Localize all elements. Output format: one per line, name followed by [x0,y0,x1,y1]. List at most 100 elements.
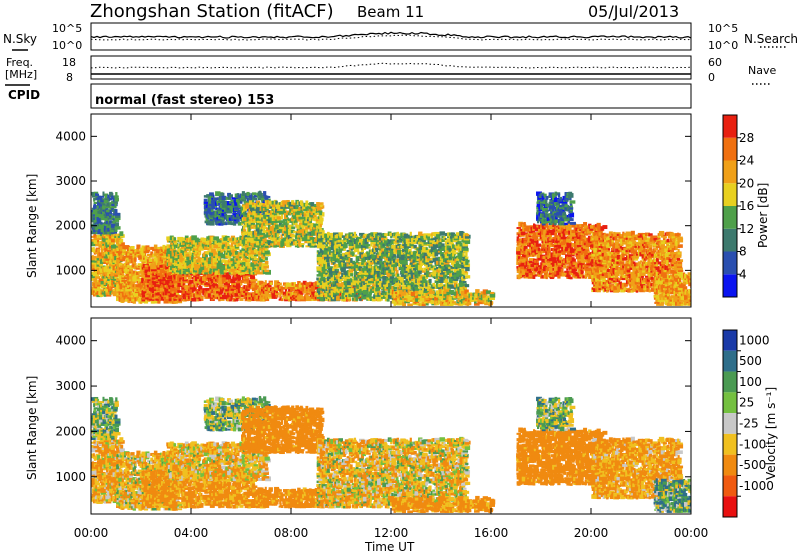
power-cell [157,259,163,264]
power-cell [230,278,236,284]
power-cell [100,227,105,233]
power-cell [327,283,330,288]
power-cell [376,297,382,302]
power-cell [175,267,178,271]
power-cell [288,218,291,221]
power-cell [162,244,166,250]
power-cell [259,260,262,265]
power-cell [105,236,112,239]
power-cell [130,259,134,264]
power-cell [247,293,253,298]
power-cell [124,250,129,254]
power-cell [225,281,230,286]
power-cell [351,293,356,297]
power-cell [262,207,267,211]
power-cell [116,285,120,288]
power-cell [286,214,289,218]
power-cell [278,238,281,242]
power-cell [375,235,380,239]
power-cell [370,232,374,237]
power-cell [408,248,412,253]
power-cell [257,271,264,275]
power-cell [357,255,361,259]
power-cell [321,277,327,282]
power-cell [261,210,265,214]
power-cell [239,214,243,217]
power-cell [368,280,372,284]
power-cell [231,269,234,272]
power-cell [293,230,298,234]
power-cell [371,280,377,284]
power-cell [389,283,392,287]
power-cell [230,261,234,264]
power-cell [220,298,225,301]
power-cell [382,267,387,271]
power-cell [251,198,255,204]
power-cell [250,225,254,229]
power-cell [297,281,301,286]
power-cell [223,277,227,280]
power-cell [210,260,213,263]
power-cell [354,268,357,274]
power-cell [339,266,346,269]
power-cell [316,266,321,269]
power-cell [412,259,417,263]
power-cell [310,213,314,218]
power-cell [237,259,241,262]
power-cell [407,272,412,275]
power-cell [126,284,132,288]
power-cell [231,282,237,286]
power-cell [134,263,137,266]
power-cell [207,206,212,212]
power-cell [121,275,126,278]
power-cell [383,271,388,275]
power-cell [232,297,236,302]
power-cell [243,255,247,261]
power-cell [119,240,122,245]
power-cell [128,278,133,282]
power-cell [345,259,349,263]
power-cell [155,290,160,293]
power-cell [312,218,316,221]
power-cell [379,255,382,259]
power-cell [216,216,219,220]
power-cell [251,278,258,282]
power-cell [134,291,139,296]
power-cell [402,282,406,286]
power-cell [239,256,242,259]
power-cell [291,282,294,286]
power-cell [333,264,337,268]
power-cell [386,245,389,248]
power-cell [169,235,174,241]
power-cell [133,287,139,292]
power-cell [100,198,104,203]
power-cell [116,286,120,292]
power-cell [396,258,400,263]
power-cell [149,253,155,258]
power-cell [287,243,291,246]
power-cell [346,275,351,280]
power-cell [225,289,230,292]
power-cell [182,248,186,251]
power-cell [405,283,409,287]
power-cell [176,296,182,300]
power-cell [302,204,305,210]
power-cell [228,250,233,255]
power-cell [235,289,240,294]
power-cell [252,210,256,216]
power-cell [268,222,271,228]
power-cell [152,286,156,290]
power-cell [200,263,204,267]
power-cell [268,244,272,248]
power-cell [360,280,366,285]
power-cell [250,237,254,242]
freq-tick-top: 18 [62,56,76,69]
power-cell [261,205,265,210]
power-cell [332,283,337,287]
power-cell [250,215,253,220]
power-cell [282,200,288,205]
power-cell [103,280,108,286]
power-cell [116,281,120,284]
power-cell [397,243,402,246]
power-cell [393,255,396,259]
